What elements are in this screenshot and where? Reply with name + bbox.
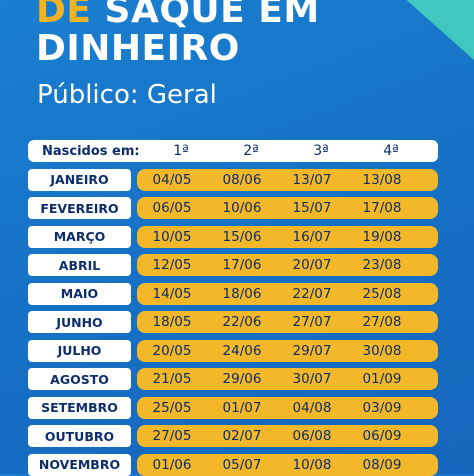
header-col-2: 2ª: [243, 143, 259, 159]
date-cell: 12/05: [152, 257, 192, 273]
date-cell: 29/06: [222, 371, 262, 387]
table-row: MARÇO 10/05 15/06 16/07 19/08: [28, 225, 438, 248]
decorative-corner: [406, 0, 474, 60]
dates-bar: 25/05 01/07 04/08 03/09: [137, 396, 438, 419]
date-cell: 10/08: [292, 456, 332, 473]
date-cell: 06/08: [292, 428, 332, 444]
table-row: OUTUBRO 27/05 02/07 06/08 06/09: [28, 425, 438, 447]
date-cell: 13/07: [292, 171, 332, 188]
date-cell: 17/06: [222, 257, 262, 273]
table-row: SETEMBRO 25/05 01/07 04/08 03/09: [28, 396, 438, 419]
date-cell: 15/06: [222, 228, 262, 245]
title-line1-rest: SAQUE EM: [104, 0, 320, 31]
date-cell: 25/05: [152, 399, 192, 416]
table-row: JANEIRO 04/05 08/06 13/07 13/08: [28, 168, 438, 191]
date-cell: 02/07: [222, 428, 262, 444]
month-label: MARÇO: [28, 225, 131, 248]
date-cell: 06/05: [152, 200, 192, 216]
table-header: Nascidos em: 1ª 2ª 3ª 4ª: [28, 140, 438, 162]
date-cell: 25/08: [362, 285, 402, 302]
date-cell: 08/09: [362, 456, 402, 473]
date-cell: 05/07: [222, 456, 262, 473]
date-cell: 21/05: [152, 371, 192, 387]
dates-bar: 01/06 05/07 10/08 08/09: [137, 453, 438, 476]
date-cell: 20/05: [152, 342, 192, 359]
withdrawal-schedule-table: Nascidos em: 1ª 2ª 3ª 4ª JANEIRO 04/05 08/…: [28, 140, 438, 476]
page-title: DE SAQUE EM DINHEIRO: [36, 0, 320, 68]
date-cell: 10/05: [152, 228, 192, 245]
date-cell: 01/09: [362, 371, 402, 387]
dates-bar: 14/05 18/06 22/07 25/08: [137, 282, 438, 305]
date-cell: 23/08: [362, 257, 402, 273]
month-label: SETEMBRO: [28, 396, 131, 419]
date-cell: 01/06: [152, 456, 192, 473]
date-cell: 13/08: [362, 171, 402, 188]
date-cell: 22/06: [222, 314, 262, 330]
month-label: NOVEMBRO: [28, 453, 131, 476]
dates-bar: 27/05 02/07 06/08 06/09: [137, 425, 438, 447]
table-row: JULHO 20/05 24/06 29/07 30/08: [28, 339, 438, 362]
title-line2: DINHEIRO: [36, 28, 240, 69]
month-label: ABRIL: [28, 254, 131, 276]
date-cell: 27/05: [152, 428, 192, 444]
date-cell: 30/08: [362, 342, 402, 359]
date-cell: 01/07: [222, 399, 262, 416]
date-cell: 29/07: [292, 342, 332, 359]
dates-bar: 21/05 29/06 30/07 01/09: [137, 368, 438, 390]
date-cell: 18/06: [222, 285, 262, 302]
date-cell: 24/06: [222, 342, 262, 359]
header-born-in-label: Nascidos em:: [42, 143, 140, 159]
date-cell: 03/09: [362, 399, 402, 416]
table-row: JUNHO 18/05 22/06 27/07 27/08: [28, 311, 438, 333]
dates-bar: 04/05 08/06 13/07 13/08: [137, 168, 438, 191]
date-cell: 30/07: [292, 371, 332, 387]
date-cell: 04/08: [292, 399, 332, 416]
dates-bar: 20/05 24/06 29/07 30/08: [137, 339, 438, 362]
table-body: JANEIRO 04/05 08/06 13/07 13/08 FEVEREIRO 06/0…: [28, 168, 438, 476]
dates-bar: 12/05 17/06 20/07 23/08: [137, 254, 438, 276]
table-row: NOVEMBRO 01/06 05/07 10/08 08/09: [28, 453, 438, 476]
table-row: MAIO 14/05 18/06 22/07 25/08: [28, 282, 438, 305]
date-cell: 22/07: [292, 285, 332, 302]
audience-subtitle: Público: Geral: [37, 80, 217, 110]
header-col-3: 3ª: [313, 143, 329, 159]
dates-bar: 18/05 22/06 27/07 27/08: [137, 311, 438, 333]
table-row: AGOSTO 21/05 29/06 30/07 01/09: [28, 368, 438, 390]
header-col-1: 1ª: [173, 143, 189, 159]
month-label: AGOSTO: [28, 368, 131, 390]
date-cell: 27/08: [362, 314, 402, 330]
date-cell: 14/05: [152, 285, 192, 302]
month-label: JUNHO: [28, 311, 131, 333]
date-cell: 17/08: [362, 200, 402, 216]
date-cell: 15/07: [292, 200, 332, 216]
date-cell: 10/06: [222, 200, 262, 216]
header-col-4: 4ª: [383, 143, 399, 159]
month-label: MAIO: [28, 282, 131, 305]
month-label: JULHO: [28, 339, 131, 362]
date-cell: 18/05: [152, 314, 192, 330]
date-cell: 06/09: [362, 428, 402, 444]
month-label: JANEIRO: [28, 168, 131, 191]
month-label: FEVEREIRO: [28, 197, 131, 219]
dates-bar: 10/05 15/06 16/07 19/08: [137, 225, 438, 248]
table-row: FEVEREIRO 06/05 10/06 15/07 17/08: [28, 197, 438, 219]
date-cell: 04/05: [152, 171, 192, 188]
date-cell: 16/07: [292, 228, 332, 245]
date-cell: 20/07: [292, 257, 332, 273]
date-cell: 08/06: [222, 171, 262, 188]
table-row: ABRIL 12/05 17/06 20/07 23/08: [28, 254, 438, 276]
date-cell: 19/08: [362, 228, 402, 245]
month-label: OUTUBRO: [28, 425, 131, 447]
dates-bar: 06/05 10/06 15/07 17/08: [137, 197, 438, 219]
date-cell: 27/07: [292, 314, 332, 330]
title-accent-word: DE: [36, 0, 92, 31]
